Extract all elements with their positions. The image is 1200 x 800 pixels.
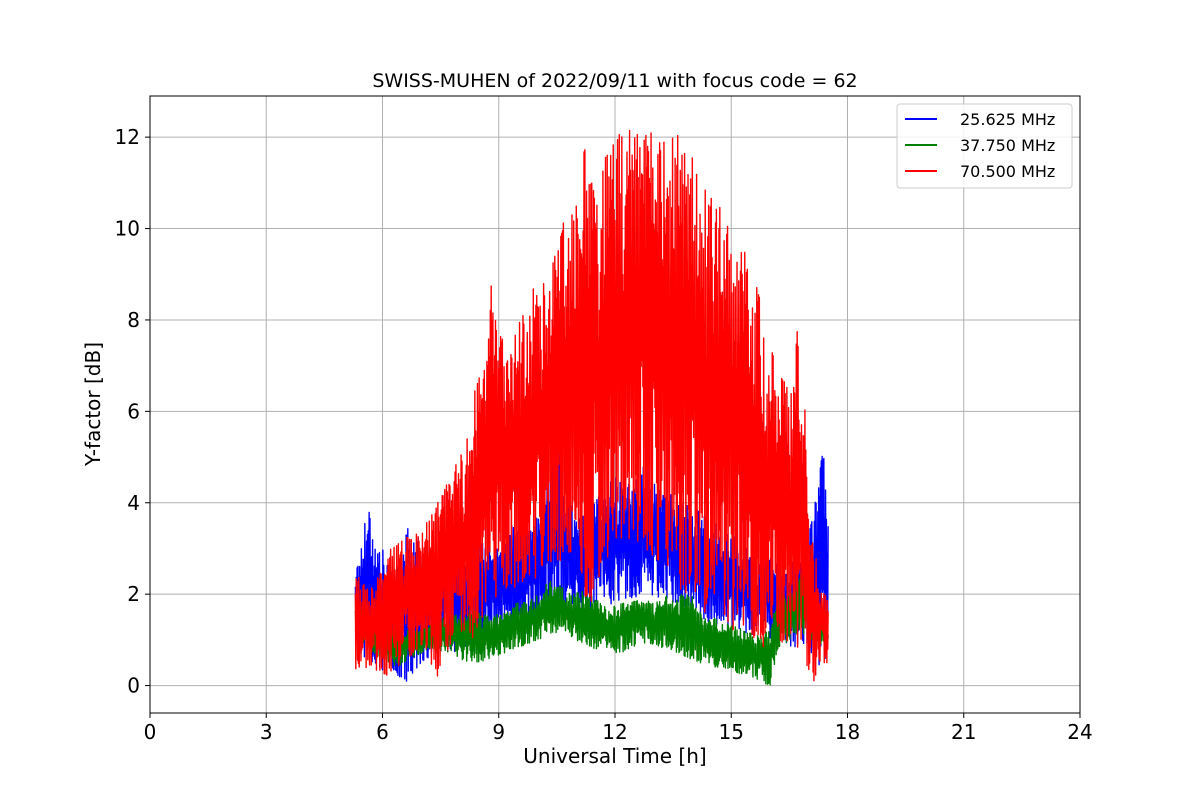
x-tick-label: 9 (492, 720, 505, 744)
x-tick-label: 12 (602, 720, 627, 744)
legend-label-70-500: 70.500 MHz (960, 162, 1055, 181)
x-tick-label: 0 (144, 720, 157, 744)
x-axis-title: Universal Time [h] (523, 744, 706, 768)
legend-label-37-750: 37.750 MHz (960, 136, 1055, 155)
y-tick-label: 2 (127, 582, 140, 606)
y-tick-label: 0 (127, 674, 140, 698)
y-axis-title: Y-factor [dB] (81, 342, 105, 467)
y-tick-label: 8 (127, 308, 140, 332)
series-line-70500 (354, 129, 829, 682)
x-tick-label: 15 (719, 720, 744, 744)
x-tick-label: 21 (951, 720, 976, 744)
y-tick-label: 12 (115, 125, 140, 149)
plot-area (354, 129, 829, 686)
chart-title: SWISS-MUHEN of 2022/09/11 with focus cod… (372, 70, 857, 92)
legend-label-25-625: 25.625 MHz (960, 110, 1055, 129)
x-tick-label: 24 (1067, 720, 1092, 744)
legend: 25.625 MHz 37.750 MHz 70.500 MHz (896, 103, 1073, 189)
legend-box (896, 103, 1073, 189)
x-tick-label: 3 (260, 720, 273, 744)
x-tick-label: 6 (376, 720, 389, 744)
y-tick-label: 10 (115, 217, 140, 241)
x-tick-label: 18 (835, 720, 860, 744)
y-tick-label: 6 (127, 399, 140, 423)
y-tick-label: 4 (127, 491, 140, 515)
